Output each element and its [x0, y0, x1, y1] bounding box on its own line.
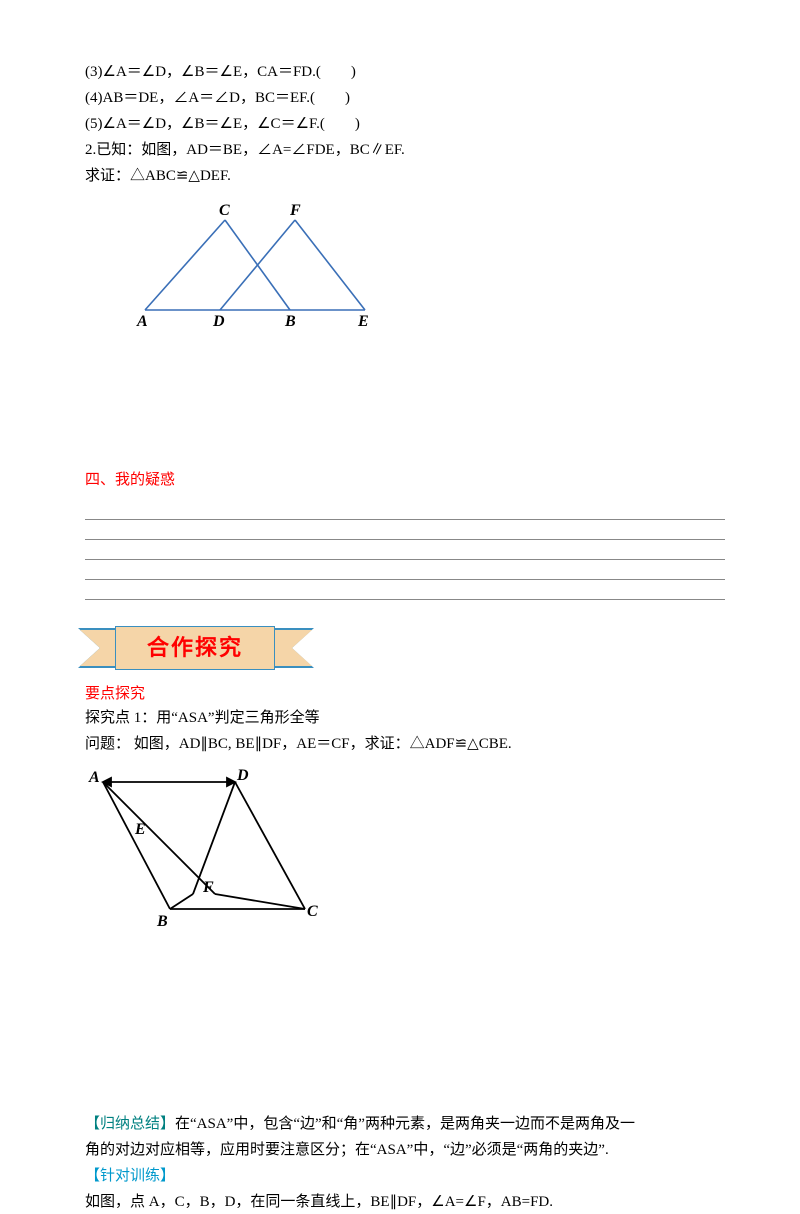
figure-1-svg: A D B E C F [125, 200, 385, 330]
training-label: 【针对训练】 [85, 1168, 175, 1184]
underline-row [85, 540, 725, 560]
fig2-label-E: E [134, 821, 146, 838]
summary-line-2: 角的对边对应相等，应用时要注意区分；在“ASA”中，“边”必须是“两角的夹边”. [85, 1138, 725, 1162]
summary-label: 【归纳总结】 [85, 1116, 175, 1132]
figure-2-svg: A D E F B C [85, 764, 335, 934]
fig1-label-B: B [284, 313, 296, 330]
problem-line-5: (5)∠A＝∠D，∠B＝∠E，∠C＝∠F.( ) [85, 112, 725, 136]
doubt-lines [85, 500, 725, 600]
doubt-section: 四、我的疑惑 [85, 468, 725, 600]
explore-p2: 问题： 如图，AD∥BC, BE∥DF，AE＝CF，求证：△ADF≌△CBE. [85, 732, 725, 756]
fig1-label-E: E [357, 313, 369, 330]
problem-line-3: (3)∠A＝∠D，∠B＝∠E，CA＝FD.( ) [85, 60, 725, 84]
fig2-label-A: A [88, 769, 100, 786]
fig2-label-B: B [156, 913, 168, 930]
fig1-label-D: D [212, 313, 225, 330]
fig1-label-C: C [219, 202, 230, 219]
underline-row [85, 560, 725, 580]
figure-2: A D E F B C [85, 764, 725, 942]
fig2-label-C: C [307, 903, 318, 920]
explore-heading: 要点探究 [85, 682, 725, 706]
fig1-label-A: A [136, 313, 148, 330]
explore-section: 要点探究 探究点 1：用“ASA”判定三角形全等 问题： 如图，AD∥BC, B… [85, 682, 725, 756]
summary-text-1: 在“ASA”中，包含“边”和“角”两种元素，是两角夹一边而不是两角及一 [175, 1116, 635, 1132]
fig2-label-D: D [236, 767, 249, 784]
doubt-heading: 四、我的疑惑 [85, 468, 725, 492]
summary-section: 【归纳总结】在“ASA”中，包含“边”和“角”两种元素，是两角夹一边而不是两角及… [85, 1112, 725, 1214]
problem-line-4: (4)AB＝DE，∠A＝∠D，BC＝EF.( ) [85, 86, 725, 110]
training-label-line: 【针对训练】 [85, 1164, 725, 1188]
problem-line-6: 2.已知：如图，AD＝BE，∠A=∠FDE，BC∥EF. [85, 138, 725, 162]
ribbon-tail-left [80, 630, 118, 666]
training-text: 如图，点 A，C，B，D，在同一条直线上，BE∥DF，∠A=∠F，AB=FD. [85, 1190, 725, 1214]
explore-p1: 探究点 1：用“ASA”判定三角形全等 [85, 706, 725, 730]
underline-row [85, 500, 725, 520]
fig2-label-F: F [202, 879, 214, 896]
summary-line-1: 【归纳总结】在“ASA”中，包含“边”和“角”两种元素，是两角夹一边而不是两角及… [85, 1112, 725, 1136]
fig1-label-F: F [289, 202, 301, 219]
figure-1: A D B E C F [125, 200, 725, 338]
problem-line-7: 求证：△ABC≌△DEF. [85, 164, 725, 188]
ribbon-text: 合作探究 [147, 630, 243, 665]
underline-row [85, 520, 725, 540]
ribbon-tail-right [274, 630, 312, 666]
ribbon-banner: 合作探究 [81, 622, 311, 676]
underline-row [85, 580, 725, 600]
ribbon-center: 合作探究 [115, 626, 275, 670]
